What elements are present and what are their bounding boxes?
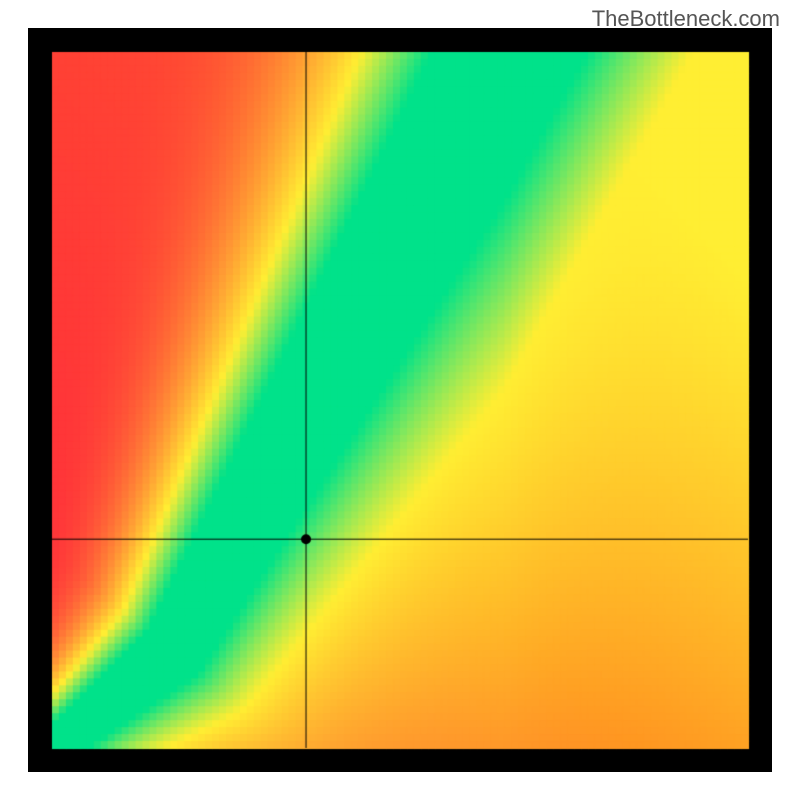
watermark-text: TheBottleneck.com — [592, 6, 780, 32]
plot-frame — [28, 28, 772, 772]
heatmap-canvas — [28, 28, 772, 772]
chart-container: TheBottleneck.com — [0, 0, 800, 800]
